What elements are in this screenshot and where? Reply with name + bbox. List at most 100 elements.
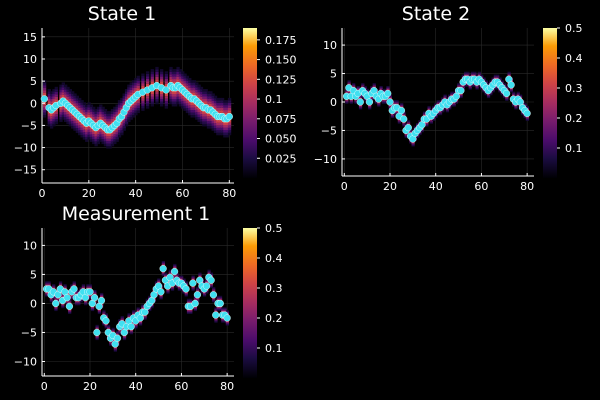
heatmap-cell [190, 107, 194, 111]
heatmap-cell [176, 101, 180, 105]
heatmap-cell [199, 121, 204, 125]
heatmap-cell [103, 116, 108, 119]
heatmap-cell [434, 117, 438, 119]
heatmap-cell [77, 301, 81, 303]
heatmap-cell [49, 96, 54, 99]
heatmap-cell [164, 273, 168, 275]
heatmap-cell [92, 119, 96, 122]
heatmap-cell [73, 98, 77, 101]
heatmap-cell [168, 270, 172, 272]
heatmap-cell [96, 129, 101, 132]
heatmap-cell [120, 120, 124, 123]
heatmap-cell [150, 91, 154, 95]
heatmap-cell [64, 94, 68, 98]
heatmap-cell [117, 100, 122, 103]
heatmap-cell [127, 114, 131, 117]
heatmap-cell [418, 120, 422, 122]
data-point [52, 299, 60, 308]
heatmap-cell [117, 125, 122, 128]
heatmap-cell [117, 102, 122, 106]
heatmap-cell [103, 141, 108, 144]
heatmap-cell [145, 299, 150, 301]
data-point [212, 311, 220, 319]
heatmap-cell [429, 109, 434, 111]
heatmap-cell [106, 111, 110, 114]
heatmap-cell [129, 104, 133, 108]
heatmap-cell [92, 109, 96, 112]
heatmap-cell [136, 83, 140, 86]
heatmap-cell [223, 308, 227, 310]
heatmap-cell [184, 292, 188, 294]
heatmap-cell [358, 108, 363, 110]
heatmap-cell [68, 299, 72, 301]
heatmap-cell [161, 273, 166, 275]
heatmap-cell [68, 98, 73, 102]
heatmap-cell [418, 133, 422, 135]
data-point [63, 294, 71, 302]
data-point [502, 89, 511, 98]
heatmap-cell [164, 71, 169, 74]
y-tick-label: 0 [30, 297, 37, 310]
heatmap-cell [170, 289, 175, 291]
heatmap-cell [443, 108, 447, 110]
heatmap-cell [113, 347, 118, 349]
heatmap-cell [486, 95, 491, 97]
heatmap-cell [113, 141, 117, 145]
heatmap-cell [211, 103, 215, 106]
heatmap-cell [204, 91, 208, 95]
heatmap-cell [493, 76, 498, 78]
heatmap-cell [80, 107, 84, 111]
heatmap-cell [448, 95, 452, 97]
heatmap-cell [85, 126, 89, 130]
heatmap-cell [141, 76, 145, 79]
heatmap-cell [49, 98, 54, 102]
heatmap-cell [218, 102, 222, 106]
colorbar-tick-label: 0.4 [265, 252, 283, 265]
heatmap-cell [358, 107, 363, 109]
heatmap-cell [129, 89, 133, 93]
heatmap-cell [61, 305, 65, 307]
heatmap-cell [78, 107, 82, 111]
colorbar-tick-label: 0.150 [265, 54, 297, 67]
heatmap-cell [45, 293, 49, 295]
heatmap-cell [75, 125, 80, 129]
heatmap-cell [145, 96, 150, 99]
heatmap-cell [87, 109, 91, 113]
heatmap-cell [174, 98, 178, 102]
heatmap-cell [124, 91, 129, 95]
heatmap-cell [216, 120, 220, 123]
heatmap-cell [106, 136, 110, 139]
heatmap-cell [459, 86, 463, 88]
heatmap-cell [484, 81, 488, 83]
heatmap-cell [183, 85, 187, 89]
heatmap-cell [381, 101, 386, 103]
data-point [365, 98, 374, 106]
heatmap-cell [199, 111, 204, 115]
heatmap-cell [197, 114, 201, 117]
heatmap-cell [106, 113, 110, 117]
heatmap-cell [82, 112, 87, 115]
heatmap-cell [79, 288, 83, 290]
heatmap-cell [209, 123, 213, 127]
data-point [159, 265, 167, 273]
heatmap-cell [171, 94, 176, 97]
heatmap-cell [450, 93, 454, 95]
heatmap-cell [54, 111, 58, 115]
heatmap-cell [82, 134, 87, 138]
heatmap-cell [59, 107, 63, 110]
heatmap-cell [438, 100, 443, 102]
heatmap-cell [216, 127, 220, 131]
heatmap-cell [493, 88, 498, 90]
heatmap-cell [54, 109, 58, 112]
heatmap-cell [82, 127, 87, 130]
heatmap-cell [45, 295, 49, 297]
heatmap-cell [88, 298, 92, 300]
heatmap-cell [370, 96, 374, 98]
heatmap-cell [89, 109, 94, 113]
heatmap-cell [195, 109, 199, 113]
heatmap-cell [470, 85, 475, 87]
heatmap-cell [395, 111, 399, 113]
y-tick-label: −5 [21, 326, 37, 339]
heatmap-cell [110, 131, 115, 134]
